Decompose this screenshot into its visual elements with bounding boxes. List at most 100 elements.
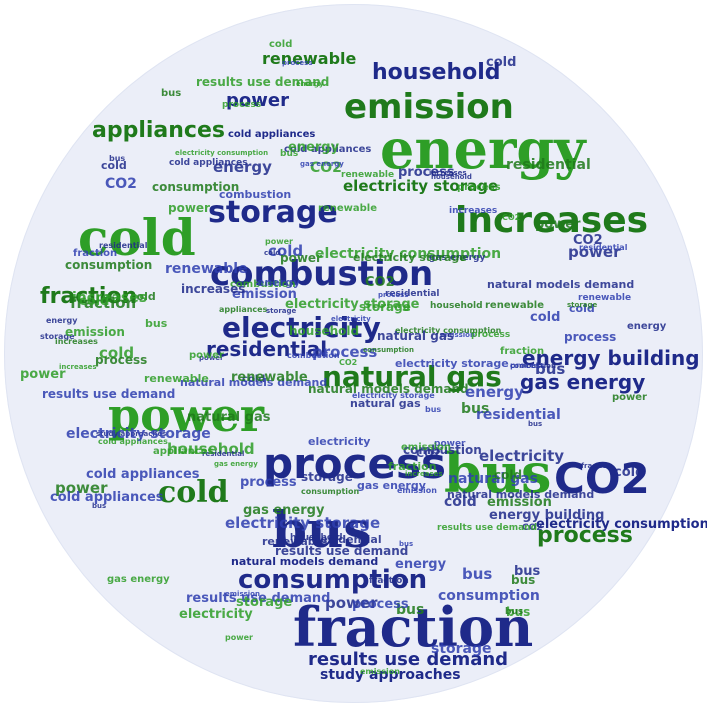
filler-word: combustion (230, 279, 296, 290)
filler-word: results use demand (437, 523, 538, 533)
filler-word: energy (288, 140, 340, 155)
filler-word: consumption (363, 346, 414, 354)
filler-word: emission (225, 590, 260, 598)
filler-word: bus (280, 149, 299, 159)
filler-word: cold (268, 242, 304, 260)
filler-word: renewable (578, 293, 632, 303)
filler-word: electricity storage (353, 251, 467, 264)
word-process: process (263, 439, 447, 488)
word-energy-building: energy building (522, 346, 700, 370)
filler-word: cold (79, 294, 110, 309)
word-combustion: combustion (210, 254, 434, 294)
filler-word: storage (431, 641, 492, 657)
filler-word: bus (511, 573, 536, 587)
filler-word: storage (236, 595, 293, 610)
filler-word: household (167, 440, 255, 458)
filler-word: cold appliances (98, 437, 168, 446)
filler-word: emission (397, 486, 437, 495)
filler-word: household (289, 324, 360, 338)
filler-word: cold (242, 374, 266, 385)
filler-word: process (312, 343, 378, 361)
filler-word: renewable (231, 370, 308, 385)
filler-word: cold appliances (86, 467, 200, 482)
filler-word: CO2 (105, 176, 137, 192)
filler-word: emission (65, 325, 125, 339)
filler-word: natural models demand (487, 278, 635, 291)
filler-word: energy (465, 383, 524, 401)
filler-word: gas energy (429, 253, 486, 263)
filler-word: storage (40, 332, 75, 341)
filler-word: energy (257, 276, 301, 289)
filler-word: results use demand (186, 591, 331, 606)
filler-word: residential (476, 407, 561, 423)
filler-word: emission (360, 667, 400, 676)
filler-word: study approaches (96, 430, 167, 438)
filler-word: cold (569, 302, 595, 315)
filler-word: process (95, 353, 148, 367)
filler-word: CO2 (416, 447, 442, 460)
filler-word: cold (530, 310, 561, 325)
filler-word: results use demand (196, 75, 330, 89)
filler-word: cold (99, 344, 135, 362)
word-natural-models-demand: natural models demand (231, 555, 379, 568)
filler-word: increases (449, 206, 498, 216)
word-cold-2: cold (158, 475, 229, 510)
filler-word: process (222, 100, 262, 110)
word-cold-appliances: cold appliances (228, 129, 316, 140)
filler-word: natural gas (377, 329, 455, 343)
filler-word: CO2 (310, 160, 342, 176)
filler-word: household (290, 533, 343, 543)
filler-word: process (510, 361, 545, 370)
filler-word: gas energy (243, 503, 325, 518)
word-cold: cold (78, 208, 196, 267)
filler-word: results use demand (42, 387, 176, 401)
filler-word: electricity storage (66, 426, 211, 442)
filler-word: power (55, 479, 108, 497)
filler-word: cold (444, 494, 477, 510)
filler-word: renewable (165, 261, 248, 277)
filler-word: fraction (73, 248, 118, 259)
filler-word: household (430, 301, 483, 311)
filler-word: bus (145, 317, 168, 330)
filler-word: CO2 (365, 275, 395, 290)
filler-word: energy (46, 316, 78, 325)
filler-word: results use demand (275, 544, 409, 558)
filler-word: storage (359, 300, 411, 314)
filler-word: CO2 (339, 358, 358, 367)
filler-word: natural models demand (180, 376, 328, 389)
filler-word: cold (614, 465, 645, 480)
word-electricity-storage: electricity storage (343, 177, 499, 195)
filler-word: consumption (65, 258, 153, 272)
filler-word: natural gas (187, 410, 271, 425)
filler-word: storage (567, 301, 598, 309)
filler-word: gas energy (357, 479, 426, 492)
filler-word: increases (181, 282, 246, 296)
filler-word: energy building (489, 508, 605, 523)
filler-word: fraction (369, 576, 409, 586)
filler-word: fraction (581, 462, 612, 470)
filler-word: renewable (262, 535, 327, 548)
filler-word: electricity storage (225, 514, 381, 532)
filler-word: bus (461, 401, 490, 417)
filler-word: combustion (403, 443, 482, 457)
filler-word: bus (109, 154, 126, 163)
filler-word: CO2 (522, 523, 543, 533)
filler-word: emission (232, 287, 297, 302)
filler-word: power (265, 237, 293, 246)
filler-word: electricity consumption (395, 326, 502, 335)
filler-word: process (457, 182, 501, 193)
filler-word: process (398, 165, 455, 180)
filler-word: emission (401, 442, 451, 453)
filler-word: residential (385, 289, 440, 299)
word-study-approaches: study approaches (320, 667, 461, 683)
filler-word: combustion (510, 362, 556, 370)
filler-word: cold (494, 468, 523, 482)
filler-word: cold appliances (284, 144, 372, 155)
word-increases: increases (455, 200, 649, 241)
filler-word: increases (405, 470, 443, 478)
word-electricity-consumption: electricity consumption (536, 517, 707, 532)
filler-word: power (225, 633, 253, 642)
filler-word: CO2 (573, 233, 603, 248)
word-consumption: consumption (238, 565, 428, 595)
filler-word: increases (429, 169, 467, 177)
